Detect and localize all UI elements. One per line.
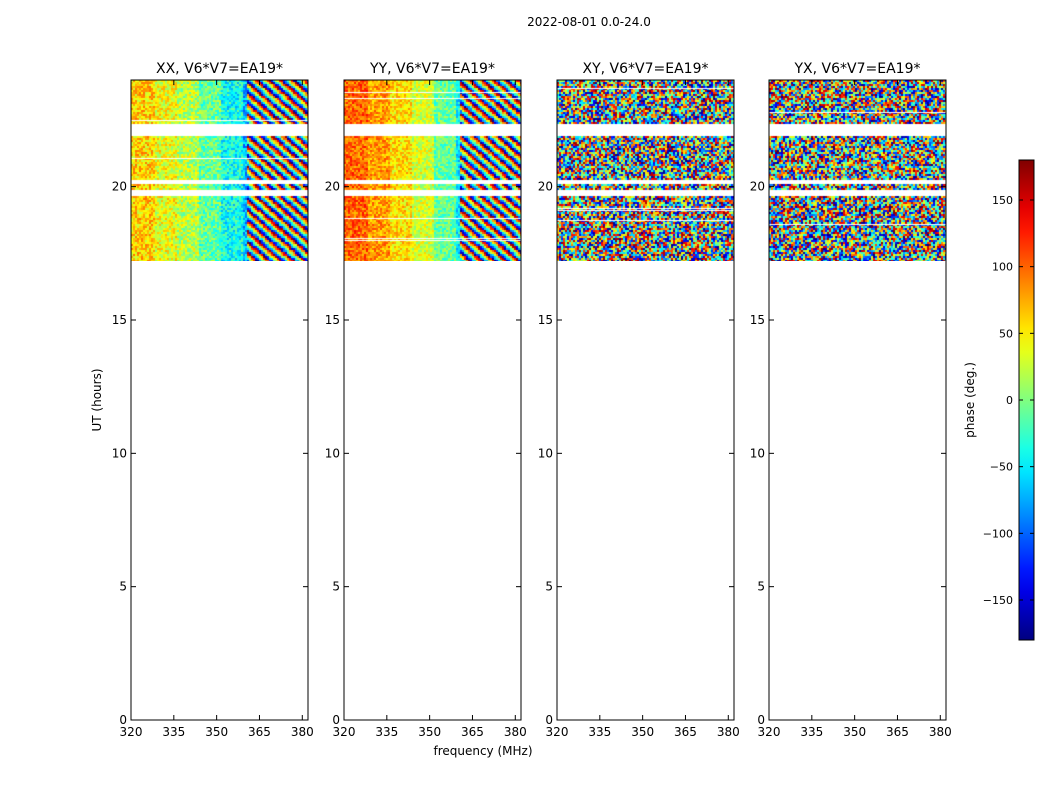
suptitle: 2022-08-01 0.0-24.0 [527,15,651,29]
colorbar-tick-label: −150 [983,594,1013,607]
x-tick-label: 335 [800,725,823,739]
x-tick-label: 320 [758,725,781,739]
x-tick-label: 380 [504,725,527,739]
y-tick-label: 0 [119,713,127,727]
x-tick-label: 320 [333,725,356,739]
panel-xx: XX, V6*V7=EA19* 320 335 350 365 380 0 5 10 15 20 [112,61,314,739]
y-tick-label: 10 [538,446,553,460]
axes-frame [556,79,735,721]
y-tick-label: 20 [750,180,765,194]
axes-frame [130,79,309,721]
x-tick-label: 380 [929,725,952,739]
y-tick-label: 5 [545,580,553,594]
y-tick-label: 10 [750,446,765,460]
axes-frame [343,79,522,721]
colorbar-tick-label: 150 [992,194,1013,207]
colorbar-tick-label: 100 [992,261,1013,274]
y-tick-label: 10 [112,446,127,460]
y-tick-label: 20 [112,180,127,194]
y-axis-label: UT (hours) [90,368,104,431]
colorbar-label: phase (deg.) [963,362,977,438]
colorbar-tick-label: 50 [999,327,1013,340]
y-tick-label: 20 [538,180,553,194]
x-tick-label: 350 [631,725,654,739]
phase-heatmap [769,80,946,261]
x-tick-label: 365 [886,725,909,739]
x-tick-label: 365 [461,725,484,739]
y-tick-label: 20 [325,180,340,194]
x-tick-label: 380 [717,725,740,739]
x-axis-label: frequency (MHz) [433,744,532,758]
panel-title: XY, V6*V7=EA19* [583,61,709,77]
phase-heatmap [131,80,308,261]
panel-title: YX, V6*V7=EA19* [794,61,921,77]
y-tick-label: 15 [750,313,765,327]
y-tick-label: 5 [757,580,765,594]
x-tick-label: 350 [843,725,866,739]
phase-heatmap [344,80,521,261]
x-tick-label: 335 [162,725,185,739]
x-tick-label: 365 [248,725,271,739]
panel-yy: YY, V6*V7=EA19* 320 335 350 365 380 0 5 10 15 20 [325,61,527,739]
y-tick-label: 0 [757,713,765,727]
panel-xy: XY, V6*V7=EA19* 320 335 350 365 380 0 5 10 15 20 [538,61,740,739]
x-tick-label: 350 [205,725,228,739]
y-tick-label: 5 [332,580,340,594]
panel-title: XX, V6*V7=EA19* [156,61,283,77]
axes-frame [768,79,947,721]
y-tick-label: 10 [325,446,340,460]
y-tick-label: 0 [545,713,553,727]
x-tick-label: 335 [375,725,398,739]
phase-heatmap [557,80,734,261]
colorbar-tick-label: −100 [983,527,1013,540]
y-tick-label: 5 [119,580,127,594]
x-tick-label: 365 [674,725,697,739]
x-tick-label: 350 [418,725,441,739]
y-tick-label: 15 [325,313,340,327]
x-tick-label: 335 [588,725,611,739]
x-tick-label: 320 [546,725,569,739]
y-tick-label: 15 [538,313,553,327]
panel-title: YY, V6*V7=EA19* [369,61,495,77]
x-tick-label: 380 [291,725,314,739]
panel-yx: YX, V6*V7=EA19* 320 335 350 365 380 0 5 10 15 20 [750,61,952,739]
colorbar-tick-label: 0 [1006,394,1013,407]
y-tick-label: 0 [332,713,340,727]
y-tick-label: 15 [112,313,127,327]
colorbar: −150 −100 −50 0 50 100 150 [983,159,1035,641]
colorbar-tick-label: −50 [990,461,1013,474]
x-tick-label: 320 [120,725,143,739]
